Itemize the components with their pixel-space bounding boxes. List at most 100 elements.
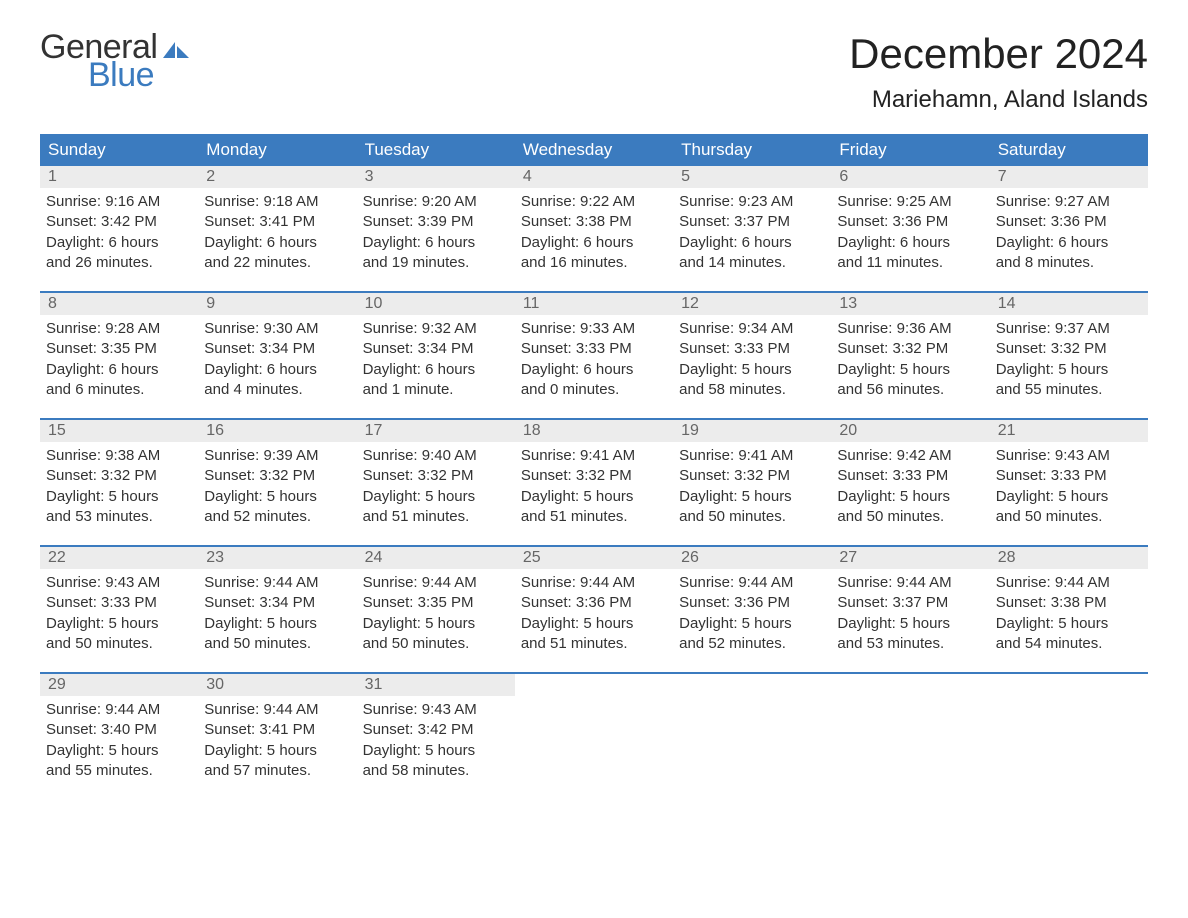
day-dl2: and 1 minute. (363, 380, 509, 400)
day-sunset: Sunset: 3:32 PM (363, 466, 509, 486)
day-number: 18 (515, 420, 673, 442)
day-body: Sunrise: 9:42 AMSunset: 3:33 PMDaylight:… (831, 442, 989, 527)
title-block: December 2024 Mariehamn, Aland Islands (849, 30, 1148, 114)
day-sunrise: Sunrise: 9:43 AM (363, 700, 509, 720)
day-sunrise: Sunrise: 9:42 AM (837, 446, 983, 466)
day-number: 10 (357, 293, 515, 315)
calendar-day: 6Sunrise: 9:25 AMSunset: 3:36 PMDaylight… (831, 166, 989, 291)
day-body: Sunrise: 9:43 AMSunset: 3:33 PMDaylight:… (990, 442, 1148, 527)
day-dl1: Daylight: 6 hours (521, 360, 667, 380)
day-number: 28 (990, 547, 1148, 569)
day-number: 29 (40, 674, 198, 696)
day-body: Sunrise: 9:22 AMSunset: 3:38 PMDaylight:… (515, 188, 673, 273)
day-body: Sunrise: 9:44 AMSunset: 3:41 PMDaylight:… (198, 696, 356, 781)
day-dl1: Daylight: 5 hours (996, 360, 1142, 380)
day-number: 24 (357, 547, 515, 569)
weekday-header: Sunday (40, 134, 198, 166)
calendar-day: 12Sunrise: 9:34 AMSunset: 3:33 PMDayligh… (673, 293, 831, 418)
day-dl1: Daylight: 5 hours (996, 487, 1142, 507)
day-number: 1 (40, 166, 198, 188)
calendar-day: 16Sunrise: 9:39 AMSunset: 3:32 PMDayligh… (198, 420, 356, 545)
calendar-day: 21Sunrise: 9:43 AMSunset: 3:33 PMDayligh… (990, 420, 1148, 545)
day-body: Sunrise: 9:41 AMSunset: 3:32 PMDaylight:… (515, 442, 673, 527)
day-dl2: and 50 minutes. (679, 507, 825, 527)
day-number: 12 (673, 293, 831, 315)
day-sunrise: Sunrise: 9:28 AM (46, 319, 192, 339)
day-dl2: and 58 minutes. (679, 380, 825, 400)
weekday-header: Saturday (990, 134, 1148, 166)
day-dl1: Daylight: 5 hours (679, 487, 825, 507)
day-dl1: Daylight: 5 hours (46, 741, 192, 761)
day-dl1: Daylight: 6 hours (363, 360, 509, 380)
day-body: Sunrise: 9:38 AMSunset: 3:32 PMDaylight:… (40, 442, 198, 527)
day-dl2: and 51 minutes. (363, 507, 509, 527)
day-number: 25 (515, 547, 673, 569)
day-dl2: and 57 minutes. (204, 761, 350, 781)
day-sunset: Sunset: 3:33 PM (996, 466, 1142, 486)
day-sunset: Sunset: 3:36 PM (679, 593, 825, 613)
day-number: 16 (198, 420, 356, 442)
calendar-day (990, 674, 1148, 799)
day-number: 26 (673, 547, 831, 569)
month-title: December 2024 (849, 30, 1148, 78)
day-body: Sunrise: 9:23 AMSunset: 3:37 PMDaylight:… (673, 188, 831, 273)
calendar-day: 28Sunrise: 9:44 AMSunset: 3:38 PMDayligh… (990, 547, 1148, 672)
calendar-day: 8Sunrise: 9:28 AMSunset: 3:35 PMDaylight… (40, 293, 198, 418)
day-sunrise: Sunrise: 9:43 AM (996, 446, 1142, 466)
day-dl1: Daylight: 6 hours (46, 233, 192, 253)
calendar-day: 4Sunrise: 9:22 AMSunset: 3:38 PMDaylight… (515, 166, 673, 291)
day-dl2: and 14 minutes. (679, 253, 825, 273)
weekday-header: Thursday (673, 134, 831, 166)
day-sunrise: Sunrise: 9:41 AM (679, 446, 825, 466)
day-number: 2 (198, 166, 356, 188)
day-sunset: Sunset: 3:36 PM (996, 212, 1142, 232)
day-sunset: Sunset: 3:37 PM (837, 593, 983, 613)
calendar-day: 11Sunrise: 9:33 AMSunset: 3:33 PMDayligh… (515, 293, 673, 418)
day-number: 23 (198, 547, 356, 569)
day-dl2: and 0 minutes. (521, 380, 667, 400)
day-sunset: Sunset: 3:33 PM (837, 466, 983, 486)
day-dl2: and 4 minutes. (204, 380, 350, 400)
day-dl1: Daylight: 5 hours (363, 614, 509, 634)
day-body: Sunrise: 9:44 AMSunset: 3:40 PMDaylight:… (40, 696, 198, 781)
week-row: 8Sunrise: 9:28 AMSunset: 3:35 PMDaylight… (40, 291, 1148, 418)
day-sunset: Sunset: 3:42 PM (363, 720, 509, 740)
calendar: Sunday Monday Tuesday Wednesday Thursday… (40, 134, 1148, 799)
day-sunrise: Sunrise: 9:40 AM (363, 446, 509, 466)
day-number: 13 (831, 293, 989, 315)
calendar-day: 7Sunrise: 9:27 AMSunset: 3:36 PMDaylight… (990, 166, 1148, 291)
day-dl2: and 55 minutes. (996, 380, 1142, 400)
day-sunset: Sunset: 3:41 PM (204, 212, 350, 232)
day-body: Sunrise: 9:33 AMSunset: 3:33 PMDaylight:… (515, 315, 673, 400)
location: Mariehamn, Aland Islands (849, 86, 1148, 114)
day-body: Sunrise: 9:36 AMSunset: 3:32 PMDaylight:… (831, 315, 989, 400)
calendar-day: 30Sunrise: 9:44 AMSunset: 3:41 PMDayligh… (198, 674, 356, 799)
day-dl2: and 6 minutes. (46, 380, 192, 400)
day-number: 20 (831, 420, 989, 442)
day-sunrise: Sunrise: 9:41 AM (521, 446, 667, 466)
calendar-day: 3Sunrise: 9:20 AMSunset: 3:39 PMDaylight… (357, 166, 515, 291)
day-sunset: Sunset: 3:34 PM (204, 339, 350, 359)
weekday-header: Friday (831, 134, 989, 166)
day-sunrise: Sunrise: 9:32 AM (363, 319, 509, 339)
day-sunset: Sunset: 3:38 PM (521, 212, 667, 232)
day-dl2: and 52 minutes. (204, 507, 350, 527)
day-dl2: and 26 minutes. (46, 253, 192, 273)
day-body: Sunrise: 9:40 AMSunset: 3:32 PMDaylight:… (357, 442, 515, 527)
day-number: 30 (198, 674, 356, 696)
day-body: Sunrise: 9:44 AMSunset: 3:34 PMDaylight:… (198, 569, 356, 654)
day-sunrise: Sunrise: 9:30 AM (204, 319, 350, 339)
day-number: 5 (673, 166, 831, 188)
day-dl1: Daylight: 5 hours (521, 487, 667, 507)
day-number: 3 (357, 166, 515, 188)
day-number: 17 (357, 420, 515, 442)
day-dl2: and 55 minutes. (46, 761, 192, 781)
calendar-day: 9Sunrise: 9:30 AMSunset: 3:34 PMDaylight… (198, 293, 356, 418)
day-dl2: and 50 minutes. (996, 507, 1142, 527)
day-body: Sunrise: 9:28 AMSunset: 3:35 PMDaylight:… (40, 315, 198, 400)
day-dl1: Daylight: 6 hours (363, 233, 509, 253)
day-number: 9 (198, 293, 356, 315)
day-body: Sunrise: 9:44 AMSunset: 3:35 PMDaylight:… (357, 569, 515, 654)
day-dl2: and 51 minutes. (521, 634, 667, 654)
calendar-day: 5Sunrise: 9:23 AMSunset: 3:37 PMDaylight… (673, 166, 831, 291)
